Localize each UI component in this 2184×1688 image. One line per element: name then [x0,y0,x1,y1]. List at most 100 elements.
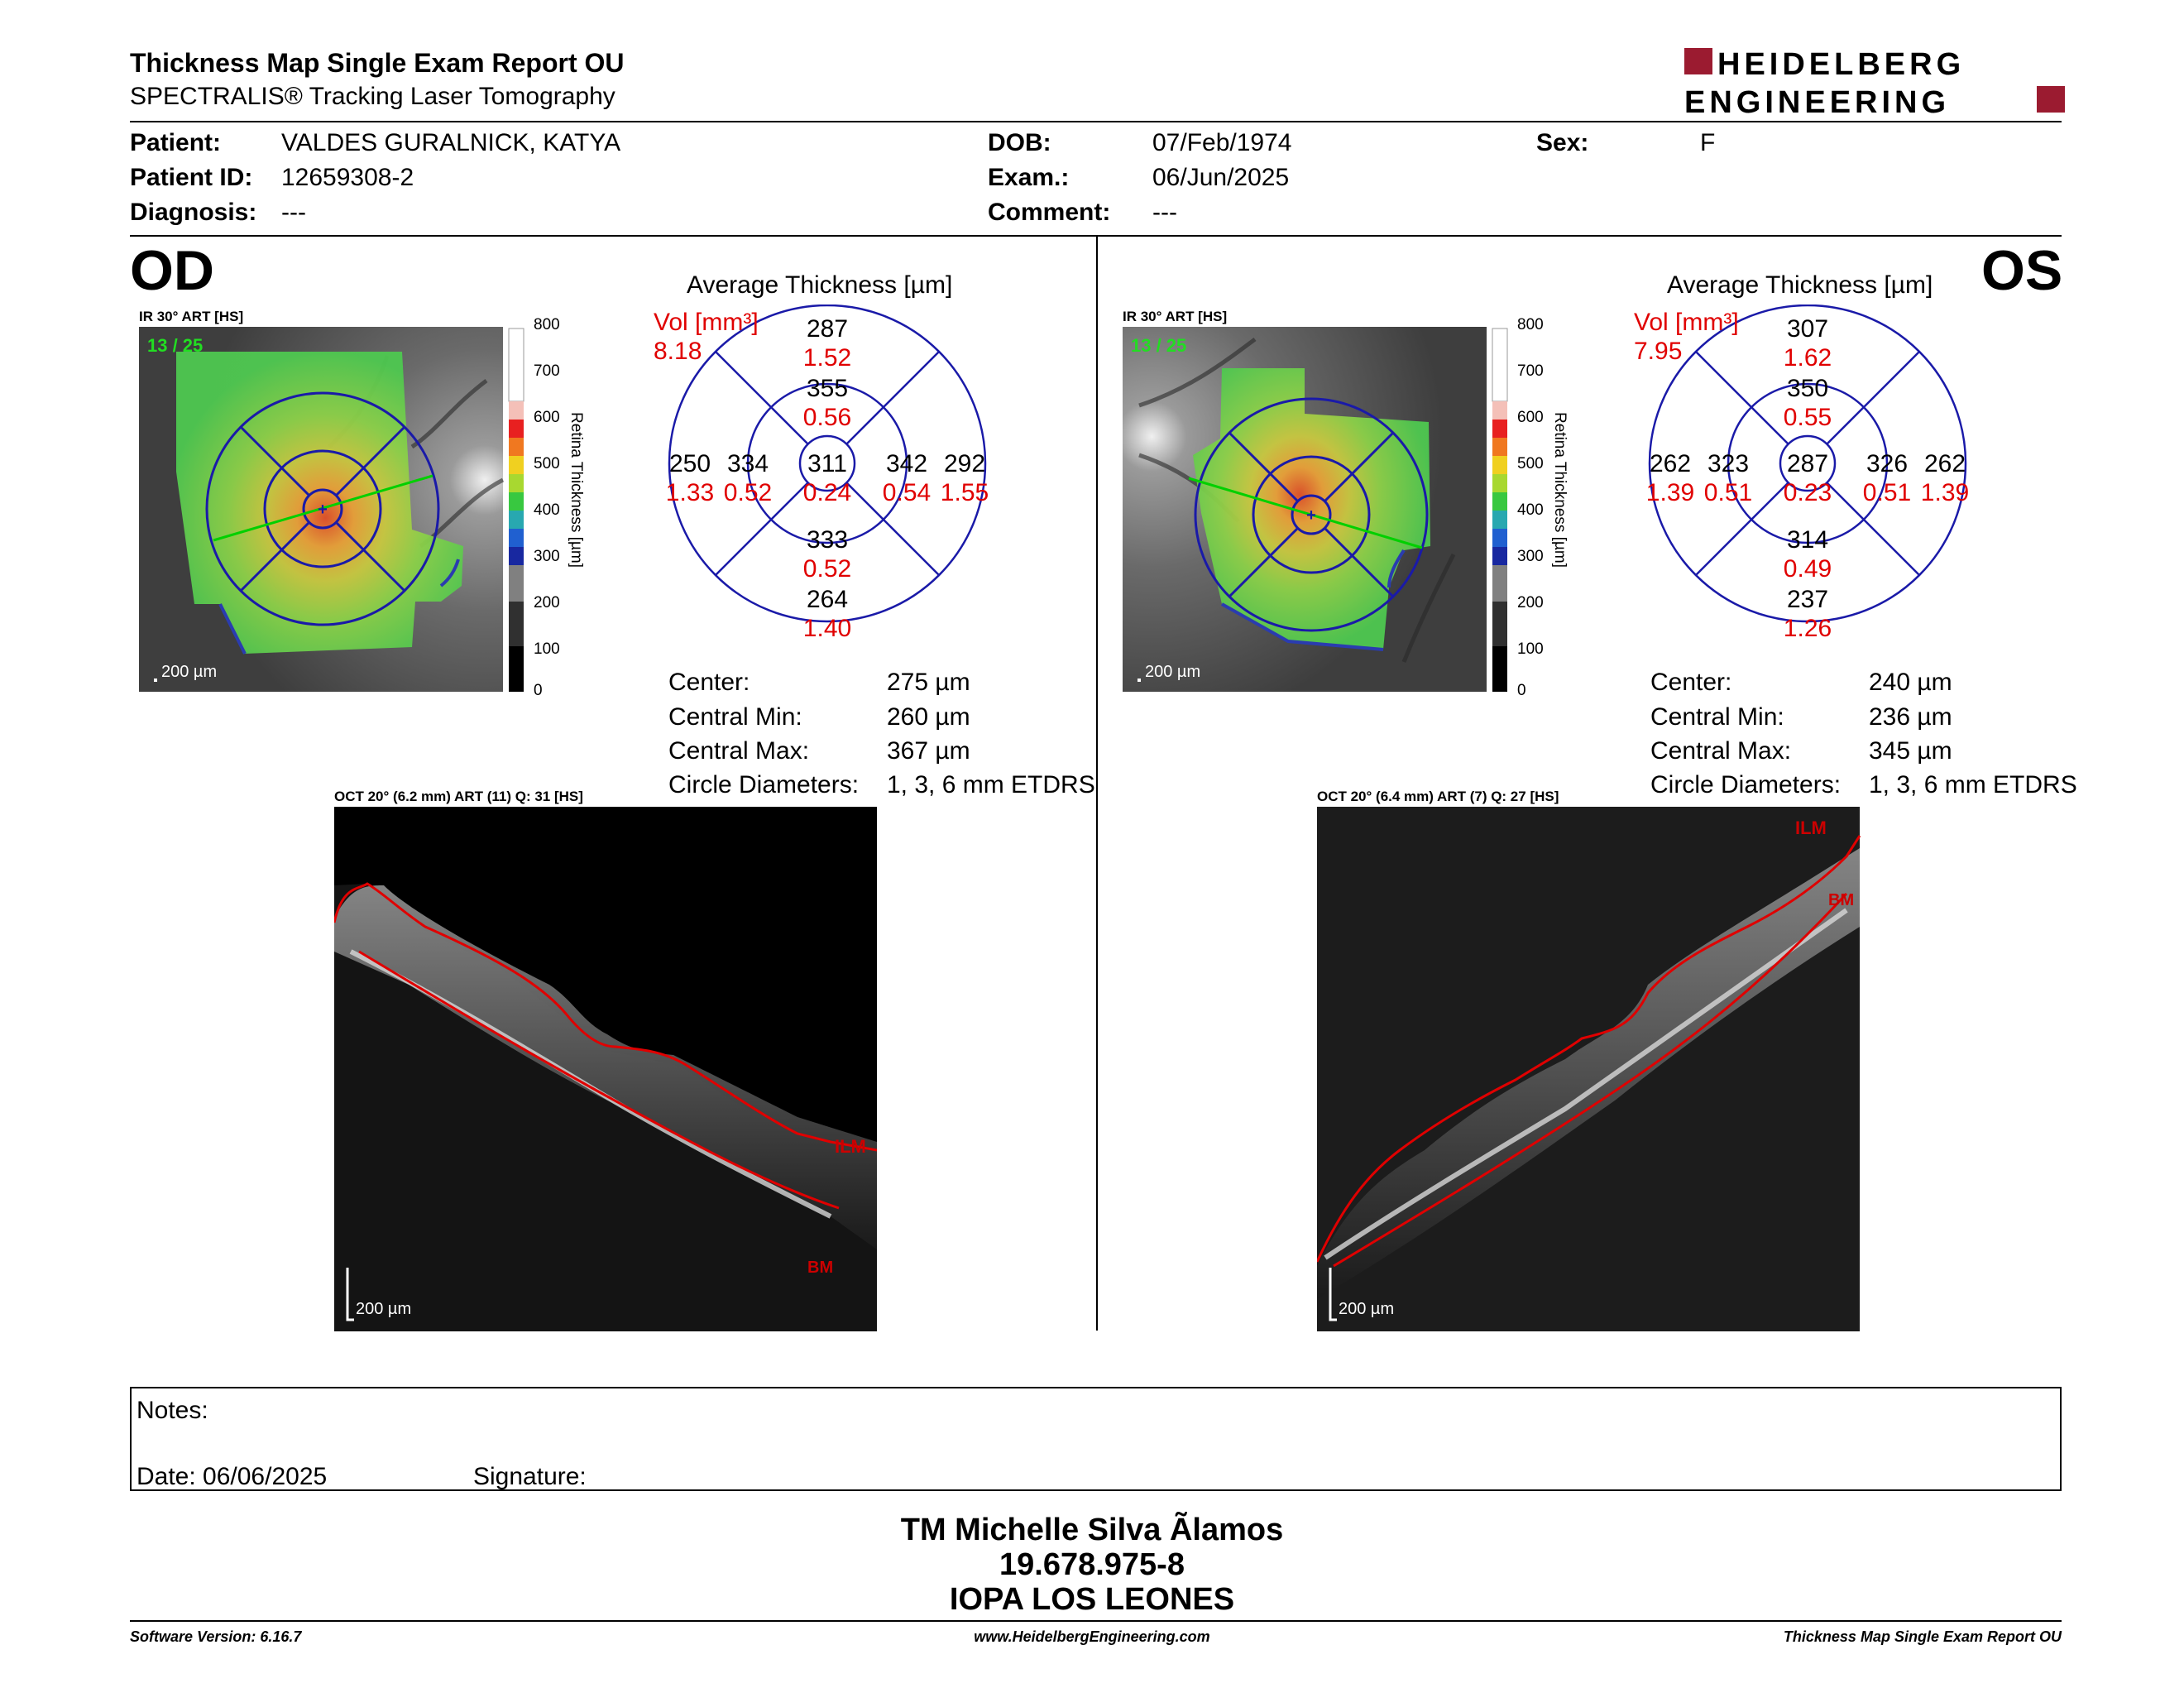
os-ilm-label: ILM [1795,818,1827,838]
svg-text:+: + [1306,506,1316,525]
os-outer-sup-volume: 1.62 [1784,344,1832,372]
os-inner-sup-volume: 0.55 [1784,404,1832,431]
notes-date: Date: 06/06/2025 [136,1463,328,1490]
od-center-value: 275 µm [887,669,970,696]
od-central-min-value: 260 µm [887,703,970,731]
notes-label: Notes: [136,1397,208,1424]
os-outer-right-volume: 1.39 [1921,479,1969,506]
os-inner-inf-thickness: 314 [1787,526,1828,554]
eye-label-od: OD [130,239,214,302]
heidelberg-logo: HEIDELBERG ENGINEERING [1684,47,2065,116]
svg-text:800: 800 [534,316,560,333]
od-circle-diameters-value: 1, 3, 6 mm ETDRS [887,771,1095,798]
sex-value: F [1700,129,1716,156]
svg-text:200: 200 [1517,594,1544,611]
os-center-volume: 0.23 [1784,479,1832,506]
od-center-thickness: 311 [807,450,847,477]
od-center-label: Center: [668,669,750,696]
od-central-min-label: Central Min: [668,703,802,731]
os-outer-sup-thickness: 307 [1787,315,1828,343]
svg-text:100: 100 [534,640,560,658]
report-title: Thickness Map Single Exam Report OU [130,48,625,78]
od-outer-inf-thickness: 264 [807,586,848,613]
os-outer-right-thickness: 262 [1924,450,1966,477]
software-version: Software Version: 6.16.7 [130,1628,302,1645]
os-frame-counter: 13 / 25 [1131,335,1186,356]
os-outer-left-volume: 1.39 [1646,479,1694,506]
os-center-thickness: 287 [1787,450,1828,477]
header-divider [130,121,2062,122]
od-central-max-value: 367 µm [887,737,970,765]
od-ilm-label: ILM [835,1136,866,1157]
report-subtitle: SPECTRALIS® Tracking Laser Tomography [130,83,615,110]
dob-value: 07/Feb/1974 [1152,129,1292,156]
footer-report-name: Thickness Map Single Exam Report OU [1783,1628,2062,1645]
comment-value: --- [1152,199,1177,226]
od-inner-sup-volume: 0.56 [803,404,851,431]
od-inner-sup-thickness: 355 [807,375,848,402]
od-etdrs-chart: Vol [mm³] 8.18 287 1.52 355 0.56 311 0.2… [654,305,989,642]
os-central-min-value: 236 µm [1869,703,1952,731]
od-circle-diameters-label: Circle Diameters: [668,771,860,798]
logo-line1: HEIDELBERG [1717,47,1965,82]
svg-text:400: 400 [534,501,560,519]
od-outer-sup-thickness: 287 [807,315,848,343]
od-vol-value: 8.18 [654,338,702,365]
svg-text:0: 0 [534,682,543,695]
od-outer-sup-volume: 1.52 [803,344,851,372]
os-inner-sup-thickness: 350 [1787,375,1828,402]
os-ir-map-panel: IR 30° ART [HS] + 13 / 25 200 µm 800 700… [1123,309,1569,695]
svg-text:600: 600 [1517,409,1544,426]
od-outer-right-volume: 1.55 [941,479,989,506]
os-etdrs-chart: Vol [mm³] 7.95 307 1.62 350 0.55 287 0.2… [1634,305,1969,642]
od-colorbar-ticks: 800 700 600 500 400 300 200 100 0 [534,316,560,695]
svg-text:700: 700 [1517,362,1544,380]
od-inner-left-volume: 0.52 [724,479,772,506]
svg-text:+: + [318,501,328,519]
od-inner-right-volume: 0.54 [883,479,931,506]
svg-text:300: 300 [534,548,560,565]
os-center-label: Center: [1650,669,1732,696]
svg-text:300: 300 [1517,548,1544,565]
os-bm-label: BM [1828,891,1854,909]
signer-name: TM Michelle Silva Ãlamos [900,1513,1284,1547]
os-colorbar-label: Retina Thickness [µm] [1551,412,1569,568]
os-oct-caption: OCT 20° (6.4 mm) ART (7) Q: 27 [HS] [1317,789,1559,804]
os-oct-bscan-panel: OCT 20° (6.4 mm) ART (7) Q: 27 [HS] ILM … [1317,789,1861,1331]
svg-text:700: 700 [534,362,560,380]
od-colorbar-label: Retina Thickness [µm] [568,412,585,568]
svg-text:500: 500 [534,455,560,472]
patient-id: 12659308-2 [281,164,414,191]
sex-label: Sex: [1536,129,1589,156]
od-center-volume: 0.24 [803,479,851,506]
footer-divider [130,1620,2062,1622]
patient-name: VALDES GURALNICK, KATYA [281,129,621,156]
diagnosis-label: Diagnosis: [130,199,257,226]
od-outer-left-volume: 1.33 [666,479,714,506]
svg-text:0: 0 [1517,682,1526,695]
os-outer-left-thickness: 262 [1650,450,1691,477]
os-inner-right-thickness: 326 [1866,450,1908,477]
os-inner-inf-volume: 0.49 [1784,555,1832,583]
os-circle-diameters-value: 1, 3, 6 mm ETDRS [1869,771,2077,798]
diagnosis-value: --- [281,199,306,226]
os-scan-line [1188,477,1423,549]
os-circle-diameters-label: Circle Diameters: [1650,771,1842,798]
svg-text:200: 200 [534,594,560,611]
svg-text:100: 100 [1517,640,1544,658]
od-bm-label: BM [807,1259,833,1277]
od-ir-scale: 200 µm [161,663,217,681]
od-bm-line [358,950,840,1210]
od-oct-bscan-panel: OCT 20° (6.2 mm) ART (11) Q: 31 [HS] ILM… [334,789,878,1331]
od-scan-line [213,474,433,542]
os-inner-left-volume: 0.51 [1704,479,1752,506]
od-outer-inf-volume: 1.40 [803,615,851,642]
website-link[interactable]: www.HeidelbergEngineering.com [974,1628,1210,1645]
od-outer-left-thickness: 250 [669,450,711,477]
os-inner-left-thickness: 323 [1707,450,1749,477]
od-ilm-line [334,882,878,1152]
os-central-max-label: Central Max: [1650,737,1792,765]
os-central-min-label: Central Min: [1650,703,1784,731]
os-oct-scale: 200 µm [1339,1300,1394,1318]
os-central-max-value: 345 µm [1869,737,1952,765]
